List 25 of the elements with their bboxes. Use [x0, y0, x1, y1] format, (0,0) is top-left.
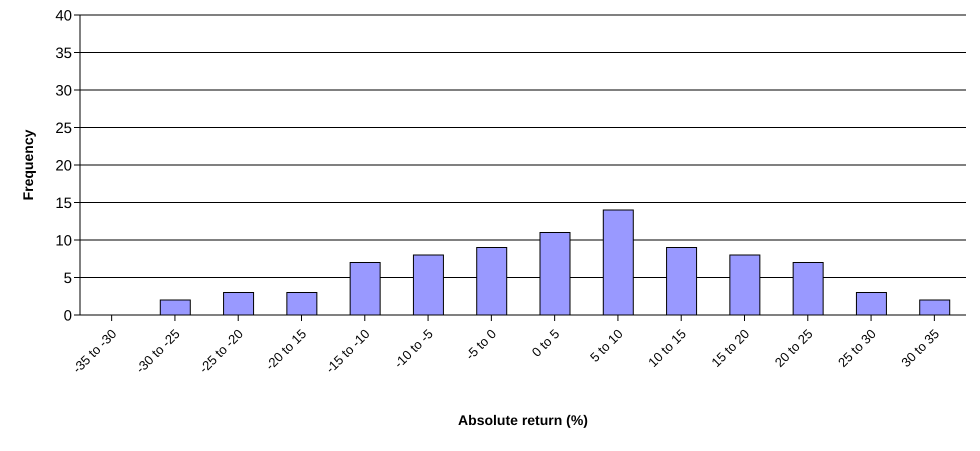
x-tick-label: -30 to -25 [132, 326, 183, 376]
x-tick-label: 0 to 5 [528, 326, 562, 360]
x-tick-label: 15 to 20 [708, 326, 752, 370]
y-tick-label: 5 [64, 270, 72, 287]
x-tick-label: -15 to -10 [322, 326, 373, 376]
y-axis-title: Frequency [20, 129, 36, 200]
x-tick-label: 25 to 30 [835, 326, 879, 370]
y-tick-label: 15 [55, 194, 72, 212]
x-tick-label: 20 to 25 [772, 326, 816, 370]
y-tick-label: 40 [55, 7, 72, 24]
y-tick-label: 20 [55, 157, 72, 174]
x-tick-label: -25 to -20 [196, 326, 246, 376]
y-tick-label: 10 [55, 232, 72, 250]
x-tick-label: 5 to 10 [586, 326, 626, 365]
x-tick-label: 10 to 15 [645, 326, 689, 370]
y-tick-label: 30 [55, 82, 72, 100]
x-tick-label: -20 to 15 [262, 326, 310, 374]
x-tick-label: -5 to 0 [462, 326, 500, 363]
x-tick-label: 30 to 35 [898, 326, 942, 370]
x-tick-label: -35 to -30 [69, 326, 120, 376]
x-axis-title: Absolute return (%) [458, 412, 588, 428]
y-tick-label: 35 [55, 44, 72, 62]
y-tick-label: 25 [55, 120, 72, 137]
x-tick-label: -10 to -5 [391, 326, 436, 372]
y-tick-label: 0 [64, 307, 72, 324]
